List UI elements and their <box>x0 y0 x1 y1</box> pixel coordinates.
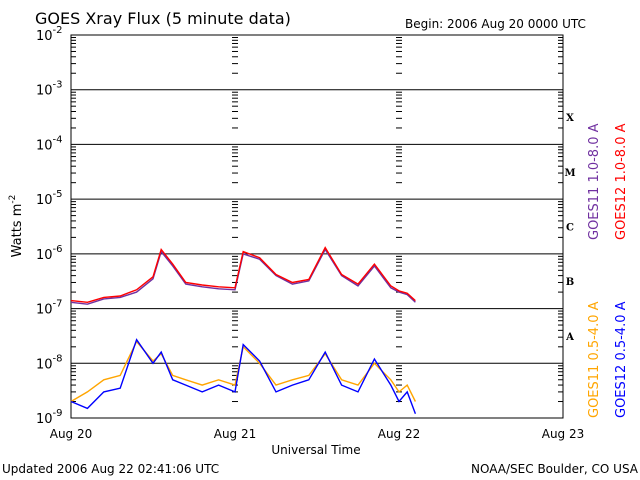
y-tick-label: 10-9 <box>36 408 63 427</box>
x-tick-label: Aug 20 <box>50 427 93 441</box>
svg-text:Watts m-2: Watts m-2 <box>8 195 25 258</box>
flare-class-label: A <box>565 332 574 343</box>
plot-area <box>70 34 564 419</box>
y-tick-label: 10-8 <box>36 353 63 372</box>
y-tick-label: 10-3 <box>36 80 63 99</box>
y-tick-label: 10-5 <box>36 189 63 208</box>
minor-ticks <box>71 37 563 403</box>
legend-entry: GOES12 1.0-8.0 A <box>614 123 629 240</box>
chart-title: GOES Xray Flux (5 minute data) <box>35 9 291 28</box>
flare-class-label: B <box>566 277 574 288</box>
grid-lines <box>71 89 563 364</box>
x-tick-label: Aug 22 <box>378 427 421 441</box>
y-axis-label-sup: -2 <box>8 195 18 204</box>
y-tick-label: 10-7 <box>36 299 63 318</box>
x-tick-label: Aug 21 <box>214 427 257 441</box>
flare-class-labels: A B C M X <box>564 113 575 343</box>
y-tick-exponent: -4 <box>53 134 63 145</box>
y-tick-exponent: -3 <box>53 80 63 91</box>
y-tick-exponent: -6 <box>53 244 63 255</box>
x-tick-labels: Aug 20 Aug 21 Aug 22 Aug 23 <box>50 427 585 441</box>
series-line <box>70 246 416 304</box>
legend-entry: GOES11 0.5-4.0 A <box>587 301 602 418</box>
y-tick-exponent: -9 <box>53 408 63 419</box>
series-group <box>70 246 417 414</box>
flare-class-label: X <box>566 113 574 124</box>
y-axis-label: Watts m-2 <box>8 195 25 258</box>
y-tick-labels: 10-910-810-710-610-510-410-310-2 <box>36 25 63 427</box>
credit-label: NOAA/SEC Boulder, CO USA <box>471 462 639 476</box>
y-tick-exponent: -5 <box>53 189 63 200</box>
series-line <box>70 340 417 403</box>
y-axis-label-text: Watts m <box>10 204 25 258</box>
y-tick-exponent: -7 <box>53 299 63 310</box>
x-axis-label: Universal Time <box>271 443 360 457</box>
flare-class-label: C <box>566 223 574 234</box>
flare-class-label: M <box>564 168 575 179</box>
y-tick-label: 10-6 <box>36 244 63 263</box>
y-tick-label: 10-4 <box>36 134 63 153</box>
x-tick-label: Aug 23 <box>542 427 585 441</box>
legend: GOES11 1.0-8.0 A GOES12 1.0-8.0 A GOES11 0… <box>587 123 629 418</box>
begin-label: Begin: 2006 Aug 20 0000 UTC <box>405 17 586 31</box>
legend-entry: GOES11 1.0-8.0 A <box>587 123 602 240</box>
updated-label: Updated 2006 Aug 22 02:41:06 UTC <box>2 462 219 476</box>
y-tick-exponent: -2 <box>53 25 63 36</box>
series-line <box>70 338 417 414</box>
legend-entry: GOES12 0.5-4.0 A <box>614 301 629 418</box>
y-tick-exponent: -8 <box>53 353 63 364</box>
